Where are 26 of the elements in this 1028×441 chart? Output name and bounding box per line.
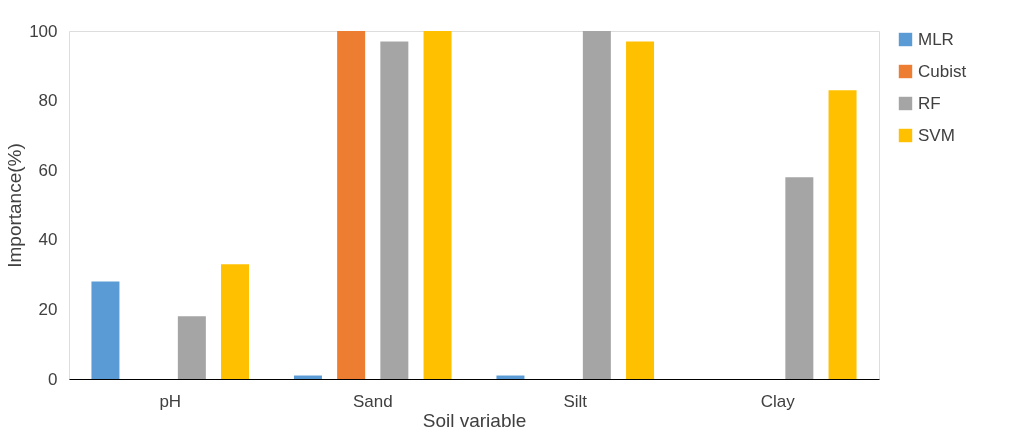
y-tick-label: 20 (38, 299, 58, 319)
legend-label: RF (918, 93, 941, 113)
bar (337, 31, 366, 379)
bar (221, 264, 250, 379)
bar (626, 41, 655, 379)
bar (380, 41, 409, 379)
x-axis-title: Soil variable (422, 409, 527, 431)
legend-label: SVM (918, 125, 955, 145)
bar (177, 316, 206, 379)
bar (785, 177, 814, 379)
y-tick-label: 80 (38, 91, 58, 111)
bar (828, 90, 857, 379)
x-tick-label: Silt (563, 391, 588, 411)
y-tick-label: 40 (38, 230, 58, 250)
bar (91, 281, 120, 379)
x-tick-label: Sand (352, 391, 393, 411)
x-tick-label: Clay (760, 391, 796, 411)
legend-label: Cubist (918, 61, 967, 81)
y-tick-label: 0 (48, 369, 58, 389)
y-axis-title: Importance(%) (4, 143, 26, 268)
legend-label: MLR (918, 29, 954, 49)
y-tick-label: 60 (38, 160, 58, 180)
bar (582, 31, 611, 379)
y-tick-label: 100 (29, 21, 58, 41)
bar (423, 31, 452, 379)
x-tick-label: pH (159, 391, 182, 411)
